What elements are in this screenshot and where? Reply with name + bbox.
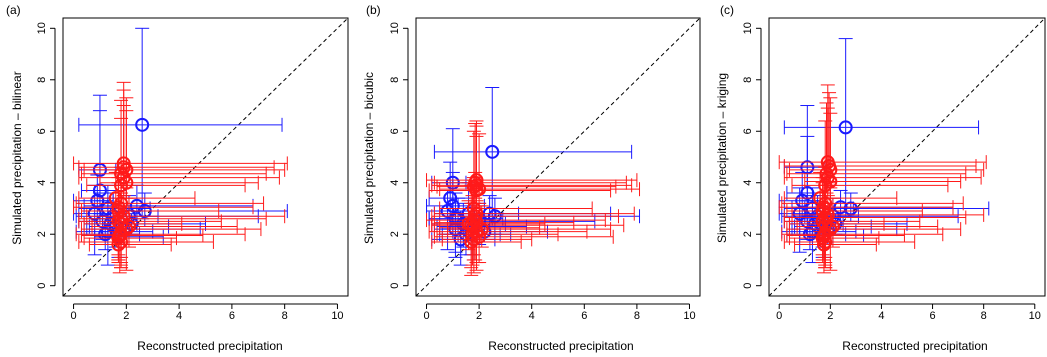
y-tick-label: 2 [36, 231, 48, 237]
data-point [114, 178, 129, 193]
x-tick-label: 0 [776, 310, 782, 322]
y-tick-label: 10 [36, 22, 48, 34]
plot-frame [768, 17, 1046, 297]
panel-label: (c) [720, 3, 734, 17]
data-layer [416, 18, 700, 296]
data-point [820, 207, 835, 222]
y-axis-label: Simulated precipitation – kriging [715, 73, 729, 243]
data-layer [63, 18, 348, 296]
data-point [818, 178, 833, 193]
y-tick-label: 0 [389, 283, 401, 289]
data-point [443, 191, 458, 206]
x-tick-label: 4 [878, 310, 884, 322]
plot-frame [62, 17, 349, 297]
x-tick-label: 10 [1029, 310, 1041, 322]
data-layer [769, 18, 1045, 296]
y-tick-label: 6 [742, 128, 754, 134]
x-tick-label: 10 [331, 310, 343, 322]
x-tick-label: 8 [981, 310, 987, 322]
x-tick-label: 0 [423, 310, 429, 322]
data-point [816, 228, 831, 243]
panel-b: (b) Reconstructed precipitation Simulate… [362, 3, 701, 353]
data-point [116, 160, 131, 175]
identity-line [769, 18, 1045, 296]
panel-a: (a) Reconstructed precipitation Simulate… [6, 3, 349, 353]
data-point [461, 216, 476, 231]
y-tick-label: 2 [389, 231, 401, 237]
data-point [816, 237, 831, 252]
x-tick-label: 6 [581, 310, 587, 322]
data-point [813, 191, 828, 206]
x-tick-label: 2 [827, 310, 833, 322]
panel-label: (b) [366, 3, 381, 17]
x-tick-label: 2 [476, 310, 482, 322]
series-red [426, 120, 641, 276]
y-axis-label: Simulated precipitation – bilinear [10, 71, 24, 244]
data-point [114, 234, 129, 249]
identity-line [416, 18, 700, 296]
x-axis-label: Reconstructed precipitation [842, 339, 987, 353]
y-tick-label: 10 [389, 22, 401, 34]
y-tick-label: 4 [742, 180, 754, 186]
y-tick-label: 8 [742, 77, 754, 83]
data-point [111, 237, 126, 252]
x-tick-label: 2 [123, 310, 129, 322]
y-tick-label: 6 [389, 128, 401, 134]
x-tick-label: 6 [929, 310, 935, 322]
data-point [135, 117, 150, 132]
x-axis-label: Reconstructed precipitation [488, 339, 633, 353]
x-tick-label: 6 [229, 310, 235, 322]
x-tick-label: 8 [634, 310, 640, 322]
x-tick-label: 0 [70, 310, 76, 322]
series-blue [426, 87, 641, 266]
data-point [474, 222, 489, 237]
data-point [469, 183, 484, 198]
series-blue [73, 27, 288, 266]
x-axis-label: Reconstructed precipitation [137, 339, 282, 353]
y-tick-label: 6 [36, 128, 48, 134]
y-tick-label: 2 [742, 231, 754, 237]
identity-line [63, 18, 348, 296]
data-point [825, 219, 840, 234]
plot-frame [415, 17, 701, 297]
y-axis-label: Simulated precipitation – bicubic [362, 72, 376, 244]
y-tick-label: 8 [36, 77, 48, 83]
data-point [440, 204, 455, 219]
panel-c: (c) Reconstructed precipitation Simulate… [715, 3, 1046, 353]
x-tick-label: 4 [176, 310, 182, 322]
series-red [73, 81, 288, 274]
y-tick-label: 0 [742, 283, 754, 289]
data-point [466, 232, 481, 247]
data-point [485, 144, 500, 159]
data-point [121, 219, 136, 234]
y-tick-label: 10 [742, 22, 754, 34]
y-tick-label: 4 [389, 180, 401, 186]
x-tick-label: 8 [282, 310, 288, 322]
x-tick-label: 10 [683, 310, 695, 322]
data-point [112, 228, 127, 243]
data-point [466, 201, 481, 216]
data-point [838, 120, 853, 135]
panel-label: (a) [6, 3, 21, 17]
series-red [778, 84, 987, 274]
y-tick-label: 0 [36, 283, 48, 289]
y-tick-label: 4 [36, 180, 48, 186]
data-point [108, 191, 123, 206]
y-tick-label: 8 [389, 77, 401, 83]
x-tick-label: 4 [529, 310, 535, 322]
data-point [464, 234, 479, 249]
